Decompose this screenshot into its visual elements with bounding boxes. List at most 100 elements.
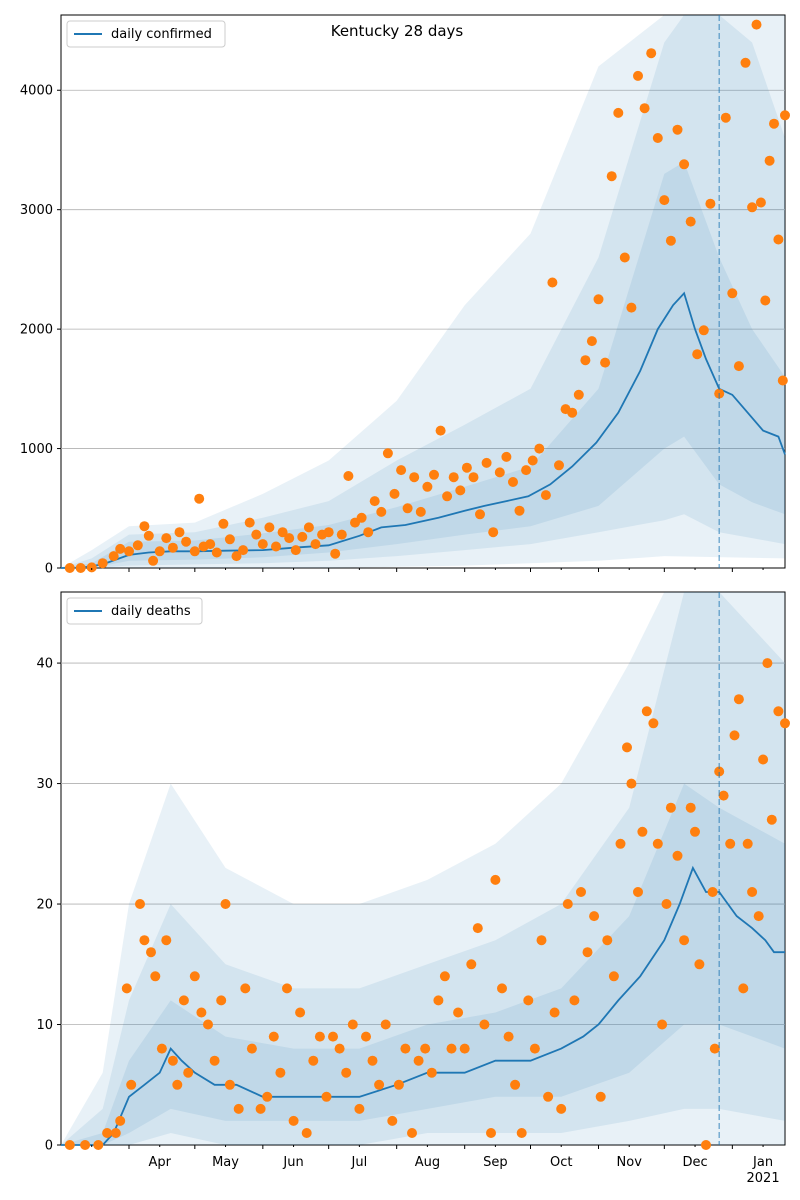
confirmed-observed-point — [769, 118, 779, 129]
deaths-y-tick-label: 20 — [36, 898, 53, 913]
confirmed-observed-point — [211, 547, 222, 558]
confirmed-observed-point — [586, 336, 597, 347]
deaths-observed-point — [747, 887, 758, 897]
deaths-observed-point — [282, 983, 292, 994]
deaths-bands — [61, 592, 785, 1145]
confirmed-observed-point — [330, 548, 341, 559]
deaths-observed-point — [707, 887, 718, 897]
confirmed-observed-point — [652, 133, 663, 143]
confirmed-observed-point — [633, 70, 643, 81]
confirmed-observed-point — [396, 465, 407, 476]
confirmed-observed-point — [161, 533, 172, 544]
deaths-observed-point — [172, 1079, 183, 1090]
confirmed-observed-point — [310, 539, 321, 550]
chart-title: Kentucky 28 days — [331, 22, 464, 40]
confirmed-y-ticks: 0 1000 2000 3000 4000 — [20, 84, 61, 577]
deaths-observed-point — [240, 983, 251, 994]
deaths-observed-point — [146, 947, 156, 958]
confirmed-observed-point — [665, 235, 676, 246]
deaths-observed-point — [167, 1055, 178, 1066]
confirmed-observed-point — [540, 490, 551, 501]
deaths-observed-point — [301, 1128, 312, 1138]
confirmed-observed-point — [527, 455, 538, 466]
confirmed-observed-point — [277, 527, 288, 538]
deaths-legend-box — [66, 597, 203, 625]
confirmed-observed-point — [238, 545, 249, 556]
deaths-legend: daily deaths — [66, 597, 203, 625]
confirmed-observed-point — [606, 171, 617, 182]
confirmed-observed-point — [593, 294, 604, 305]
deaths-observed-point — [288, 1115, 299, 1126]
confirmed-observed-point — [376, 506, 387, 517]
confirmed-observed-point — [271, 541, 281, 552]
deaths-observed-point — [709, 1043, 720, 1054]
deaths-observed-point — [657, 1019, 668, 1030]
deaths-observed-point — [602, 935, 613, 946]
confirmed-observed-point — [705, 198, 716, 209]
deaths-observed-point — [661, 899, 672, 909]
deaths-x-tick-label: Oct — [550, 1155, 572, 1170]
deaths-uncertainty-band — [61, 592, 785, 1145]
deaths-observed-point — [426, 1067, 437, 1078]
confirmed-observed-point — [600, 357, 611, 368]
confirmed-grid — [61, 89, 785, 449]
deaths-x-tick-label: Jul — [351, 1155, 368, 1170]
deaths-observed-point — [762, 658, 773, 669]
confirmed-observed-point — [468, 472, 479, 483]
deaths-observed-point — [178, 995, 189, 1006]
confirmed-observed-point — [501, 451, 512, 462]
confirmed-observed-point — [64, 563, 75, 573]
deaths-observed-point — [93, 1140, 104, 1150]
confirmed-observed-point — [521, 465, 532, 476]
confirmed-observed-point — [132, 540, 143, 551]
confirmed-observed-point — [194, 493, 205, 504]
deaths-y-tick-label: 40 — [36, 657, 53, 672]
confirmed-observed-point — [751, 19, 762, 30]
deaths-legend-label: daily deaths — [111, 604, 191, 619]
deaths-observed-point — [694, 959, 705, 970]
confirmed-observed-point — [619, 252, 630, 263]
confirmed-observed-point — [115, 543, 126, 554]
confirmed-observed-point — [290, 545, 301, 556]
confirmed-y-tick-label: 1000 — [20, 442, 53, 457]
deaths-observed-point — [246, 1043, 257, 1054]
deaths-observed-point — [334, 1043, 345, 1054]
confirmed-observed-point — [264, 522, 275, 533]
deaths-observed-point — [400, 1043, 411, 1054]
deaths-x-tick-label: Jun — [282, 1155, 303, 1170]
deaths-observed-point — [549, 1007, 560, 1018]
deaths-observed-point — [490, 874, 501, 885]
confirmed-bands — [61, 15, 785, 568]
deaths-observed-point — [766, 814, 777, 825]
confirmed-observed-point — [494, 467, 505, 478]
deaths-observed-point — [729, 730, 740, 741]
confirmed-observed-point — [672, 124, 683, 135]
deaths-observed-point — [308, 1055, 319, 1066]
deaths-observed-point — [224, 1079, 235, 1090]
deaths-observed-point — [773, 706, 784, 717]
deaths-observed-point — [562, 899, 573, 909]
deaths-observed-point — [314, 1031, 325, 1042]
deaths-observed-point — [433, 995, 444, 1006]
deaths-observed-point — [233, 1103, 244, 1114]
deaths-observed-point — [453, 1007, 464, 1018]
confirmed-observed-point — [573, 389, 584, 400]
confirmed-observed-point — [284, 533, 295, 544]
deaths-observed-point — [569, 995, 580, 1006]
confirmed-panel: 0 1000 2000 3000 4000 Kentucky 28 days daily… — [20, 14, 790, 577]
deaths-observed-point — [268, 1031, 279, 1042]
confirmed-observed-point — [323, 527, 334, 538]
deaths-observed-point — [361, 1031, 371, 1042]
deaths-observed-point — [641, 706, 652, 717]
confirmed-legend-label: daily confirmed — [111, 27, 212, 42]
deaths-observed-point — [367, 1055, 378, 1066]
deaths-observed-point — [209, 1055, 220, 1066]
confirmed-uncertainty-band — [61, 161, 785, 568]
confirmed-observed-point — [174, 527, 185, 538]
deaths-observed-point — [665, 802, 676, 813]
confirmed-observed-point — [488, 527, 499, 538]
deaths-observed-point — [196, 1007, 207, 1018]
deaths-observed-point — [126, 1079, 137, 1090]
confirmed-observed-point — [455, 485, 466, 496]
